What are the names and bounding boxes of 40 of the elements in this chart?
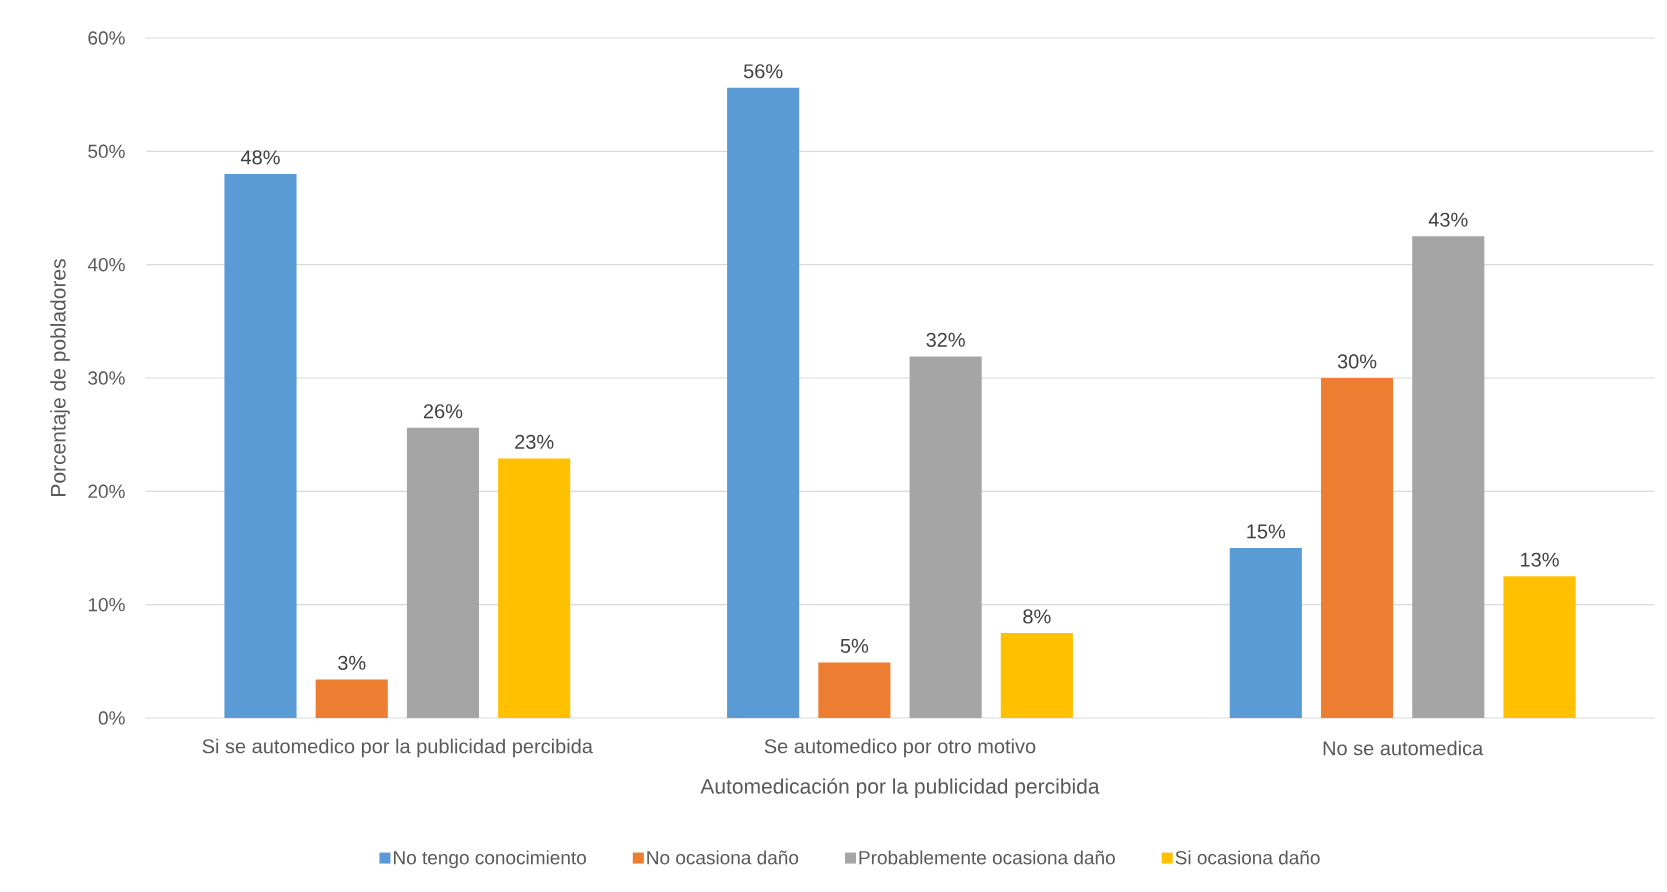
- y-axis-title: Porcentaje de pobladores: [50, 259, 70, 496]
- data-label: 8%: [1023, 609, 1051, 624]
- data-label: 30%: [1337, 354, 1377, 369]
- x-tick-label: No se automedica: [1323, 740, 1484, 756]
- x-tick-label: Se automedico por otro motivo: [764, 738, 1036, 758]
- y-tick-label: 50%: [88, 144, 125, 159]
- data-label: 32%: [926, 332, 965, 347]
- legend-label: Probablemente ocasiona daño: [859, 850, 1115, 865]
- bar: [727, 87, 800, 718]
- legend-label: No ocasiona daño: [647, 850, 799, 865]
- data-label: 5%: [840, 638, 869, 653]
- y-tick-label: 40%: [87, 257, 125, 272]
- bar: [224, 174, 297, 718]
- data-label: 23%: [515, 434, 554, 449]
- y-tick-label: 0%: [98, 711, 125, 725]
- data-label: 56%: [743, 64, 783, 79]
- data-label: 48%: [240, 150, 280, 165]
- y-tick-label: 10%: [88, 597, 125, 612]
- bar: [406, 427, 480, 718]
- data-label: 43%: [1428, 212, 1468, 227]
- bar: [909, 356, 982, 718]
- x-tick-label: Si se automedico por la publicidad percibida: [202, 738, 593, 758]
- bar: [1412, 236, 1485, 718]
- data-label: 26%: [423, 404, 463, 419]
- data-label: 3%: [338, 655, 366, 670]
- bar: [498, 458, 571, 718]
- bar: [1000, 633, 1073, 718]
- y-tick-label: 60%: [88, 31, 125, 45]
- bar: [818, 662, 891, 718]
- y-tick-label: 30%: [88, 371, 125, 385]
- data-label: 15%: [1247, 524, 1286, 539]
- bar: [1503, 576, 1576, 718]
- bar: [315, 679, 388, 718]
- y-tick-label: 20%: [88, 484, 125, 499]
- bar: [1229, 548, 1302, 718]
- legend-label: Si ocasiona daño: [1175, 850, 1320, 865]
- legend-label: No tengo conocimiento: [394, 850, 586, 869]
- bar: [1320, 378, 1394, 718]
- x-axis-title: Automedicación por la publicidad percibida: [700, 778, 1100, 798]
- data-label: 13%: [1521, 552, 1559, 567]
